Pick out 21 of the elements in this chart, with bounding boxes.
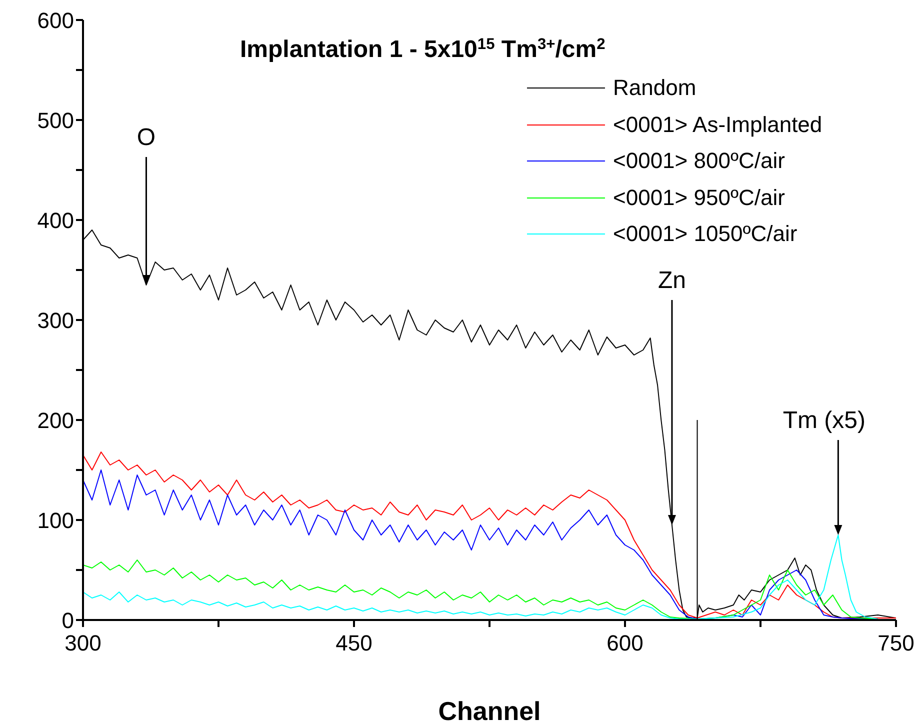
legend-label: <0001> 1050ºC/air (613, 220, 798, 248)
legend-label: <0001> As-Implanted (613, 110, 822, 139)
text: Implantation 1 - 5x10$^{15}$ Tm$^{3+}$/cm$^{2}$ (240, 36, 606, 63)
x-tick-label: 300 (64, 630, 102, 656)
annotation: Tm (x5) (782, 407, 866, 434)
y-tick-label: 400 (37, 208, 74, 233)
y-tick-label: 0 (62, 608, 74, 633)
x-tick-label: 600 (606, 630, 644, 656)
legend-label: <0001> 950ºC/air (613, 184, 785, 212)
y-tick-label: 600 (37, 8, 74, 33)
legend-label: Random (613, 74, 696, 102)
y-tick-label: 500 (37, 108, 74, 133)
x-axis-title: Channel (438, 696, 541, 724)
legend-label: <0001> 800ºC/air (613, 147, 785, 175)
y-tick-label: 200 (37, 408, 74, 433)
x-tick-label: 750 (878, 630, 914, 656)
x-tick-label: 450 (336, 630, 372, 656)
y-tick-label: 100 (37, 508, 74, 533)
y-tick-label: 300 (37, 308, 74, 333)
annotation: Zn (658, 267, 686, 294)
annotation: O (136, 124, 156, 151)
